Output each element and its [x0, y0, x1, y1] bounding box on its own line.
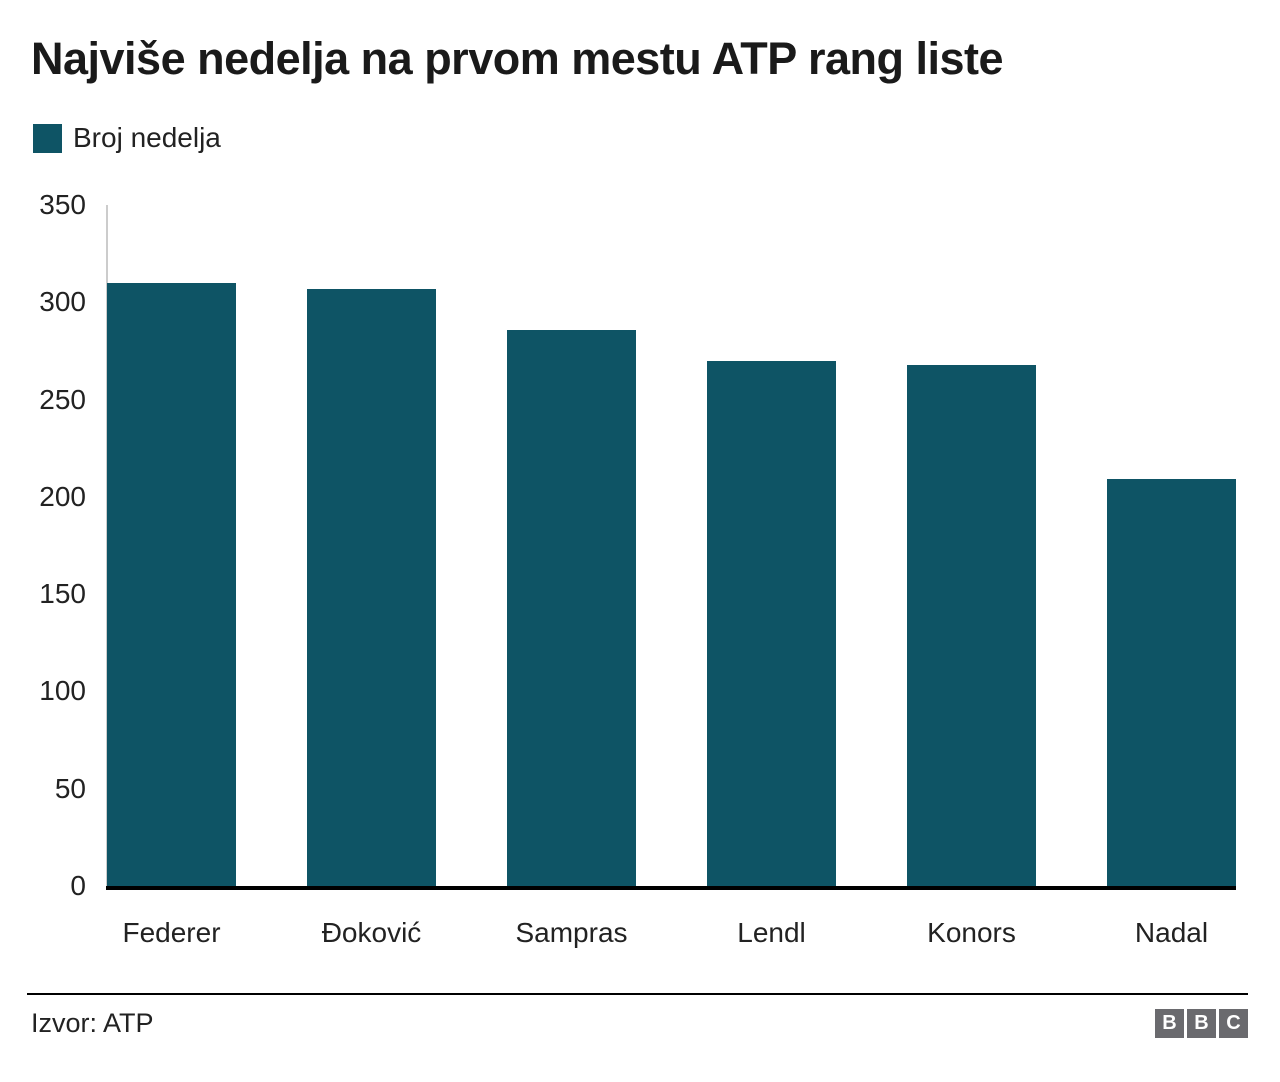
y-tick-label: 0	[70, 870, 86, 901]
bar	[1107, 479, 1236, 886]
x-axis-line	[106, 886, 1236, 890]
y-tick-label: 350	[39, 189, 86, 220]
y-tick-label: 250	[39, 383, 86, 415]
footer-divider	[27, 993, 1248, 995]
legend-swatch	[33, 123, 62, 153]
bar	[307, 288, 436, 886]
bbc-logo-block: B	[1155, 1009, 1184, 1038]
y-tick-label: 200	[39, 480, 86, 512]
bar	[507, 329, 636, 886]
chart-title: Najviše nedelja na prvom mestu ATP rang …	[31, 33, 1004, 84]
y-tick-label: 100	[39, 675, 86, 707]
legend-label: Broj nedelja	[73, 122, 221, 153]
x-axis-label: Federer	[122, 917, 221, 948]
y-tick-label: 50	[54, 772, 86, 804]
bar	[107, 282, 236, 886]
bar	[707, 360, 836, 886]
bbc-logo-block: B	[1187, 1009, 1216, 1038]
legend: Broj nedelja	[33, 122, 221, 154]
x-axis-label: Nadal	[1134, 917, 1209, 948]
y-tick-label: 300	[39, 286, 86, 318]
x-axis-label: Lendl	[737, 917, 806, 948]
bar	[907, 364, 1036, 886]
y-tick-label: 150	[39, 578, 86, 610]
x-axis-label: Đoković	[321, 917, 422, 948]
bbc-logo: B B C	[1155, 1009, 1248, 1038]
x-axis-label: Sampras	[515, 917, 628, 948]
x-axis-label: Konors	[927, 917, 1016, 948]
source-text: Izvor: ATP	[31, 1008, 154, 1038]
bbc-logo-block: C	[1219, 1009, 1248, 1038]
